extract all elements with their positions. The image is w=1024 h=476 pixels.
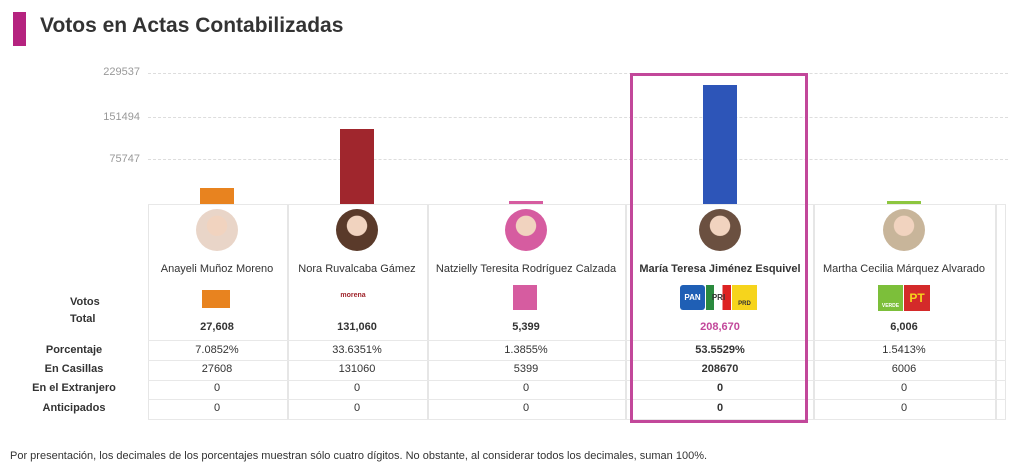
- y-tick: 229537: [103, 66, 140, 78]
- row-label-casillas: En Casillas: [44, 363, 104, 375]
- extranjero-votes: 0: [900, 382, 908, 394]
- bar: [340, 129, 374, 204]
- footnote: Por presentación, los decimales de los p…: [10, 450, 708, 462]
- anticipados-votes: 0: [353, 402, 361, 414]
- candidate-avatar: [699, 209, 741, 251]
- candidate-avatar: [336, 209, 378, 251]
- percentage: 1.3855%: [504, 344, 548, 356]
- casillas-votes: 131060: [338, 363, 376, 375]
- total-votes: 131,060: [337, 321, 377, 333]
- row-label-votos: Votos: [70, 296, 100, 308]
- casillas-votes: 5399: [513, 363, 539, 375]
- pt-logo: PT: [904, 285, 930, 311]
- morena-logo: morena: [340, 292, 366, 299]
- y-tick: 151494: [103, 111, 140, 123]
- pan-logo: PAN: [680, 285, 705, 310]
- bar: [887, 200, 921, 204]
- casillas-votes: 208670: [701, 363, 739, 375]
- row-label-anticipados: Anticipados: [42, 402, 106, 414]
- winner-highlight: [630, 73, 808, 423]
- pan-pri-prd-logos: PAN PRI PRD: [680, 285, 758, 310]
- anticipados-votes: 0: [213, 402, 221, 414]
- anticipados-votes: 0: [522, 402, 530, 414]
- anticipados-votes: 0: [900, 402, 908, 414]
- movimiento-ciudadano-logo: [202, 290, 230, 308]
- column: [428, 204, 626, 419]
- candidate-avatar: [883, 209, 925, 251]
- fuerza-mexico-logo: [513, 285, 537, 310]
- verde-pt-logos: VERDE PT: [878, 285, 930, 311]
- percentage: 1.5413%: [882, 344, 926, 356]
- percentage: 7.0852%: [195, 344, 239, 356]
- anticipados-votes: 0: [716, 402, 724, 414]
- casillas-votes: 6006: [891, 363, 917, 375]
- column: [148, 204, 288, 419]
- prd-logo: PRD: [732, 285, 757, 310]
- total-votes: 208,670: [700, 321, 740, 333]
- pri-logo: PRI: [706, 285, 731, 310]
- candidate-name: Anayeli Muñoz Moreno: [160, 263, 274, 275]
- row-label-extranjero: En el Extranjero: [32, 382, 116, 394]
- candidate-avatar: [196, 209, 238, 251]
- y-tick: 75747: [109, 153, 140, 165]
- gridline: [148, 159, 1008, 160]
- extranjero-votes: 0: [213, 382, 221, 394]
- extranjero-votes: 0: [716, 382, 724, 394]
- bar: [703, 84, 737, 204]
- title-accent: [13, 12, 26, 46]
- column: [996, 204, 1006, 419]
- row-label-porcentaje: Porcentaje: [45, 344, 103, 356]
- column: [626, 204, 814, 419]
- gridline: [148, 73, 1008, 74]
- casillas-votes: 27608: [201, 363, 233, 375]
- page-title: Votos en Actas Contabilizadas: [40, 14, 344, 37]
- candidate-name: Natzielly Teresita Rodríguez Calzada: [435, 263, 617, 275]
- candidate-avatar: [505, 209, 547, 251]
- extranjero-votes: 0: [522, 382, 530, 394]
- column: [288, 204, 428, 419]
- extranjero-votes: 0: [353, 382, 361, 394]
- candidate-name: Martha Cecilia Márquez Alvarado: [822, 263, 986, 275]
- gridline: [148, 117, 1008, 118]
- percentage: 33.6351%: [332, 344, 382, 356]
- candidate-name: Nora Ruvalcaba Gámez: [298, 263, 416, 275]
- candidate-name: María Teresa Jiménez Esquivel: [639, 263, 801, 275]
- verde-logo: VERDE: [878, 285, 903, 311]
- column: [814, 204, 996, 419]
- bar: [509, 200, 543, 204]
- percentage: 53.5529%: [695, 344, 745, 356]
- total-votes: 27,608: [200, 321, 234, 333]
- total-votes: 6,006: [890, 321, 918, 333]
- bar: [200, 188, 234, 204]
- row-label-total: Total: [70, 313, 96, 325]
- total-votes: 5,399: [512, 321, 540, 333]
